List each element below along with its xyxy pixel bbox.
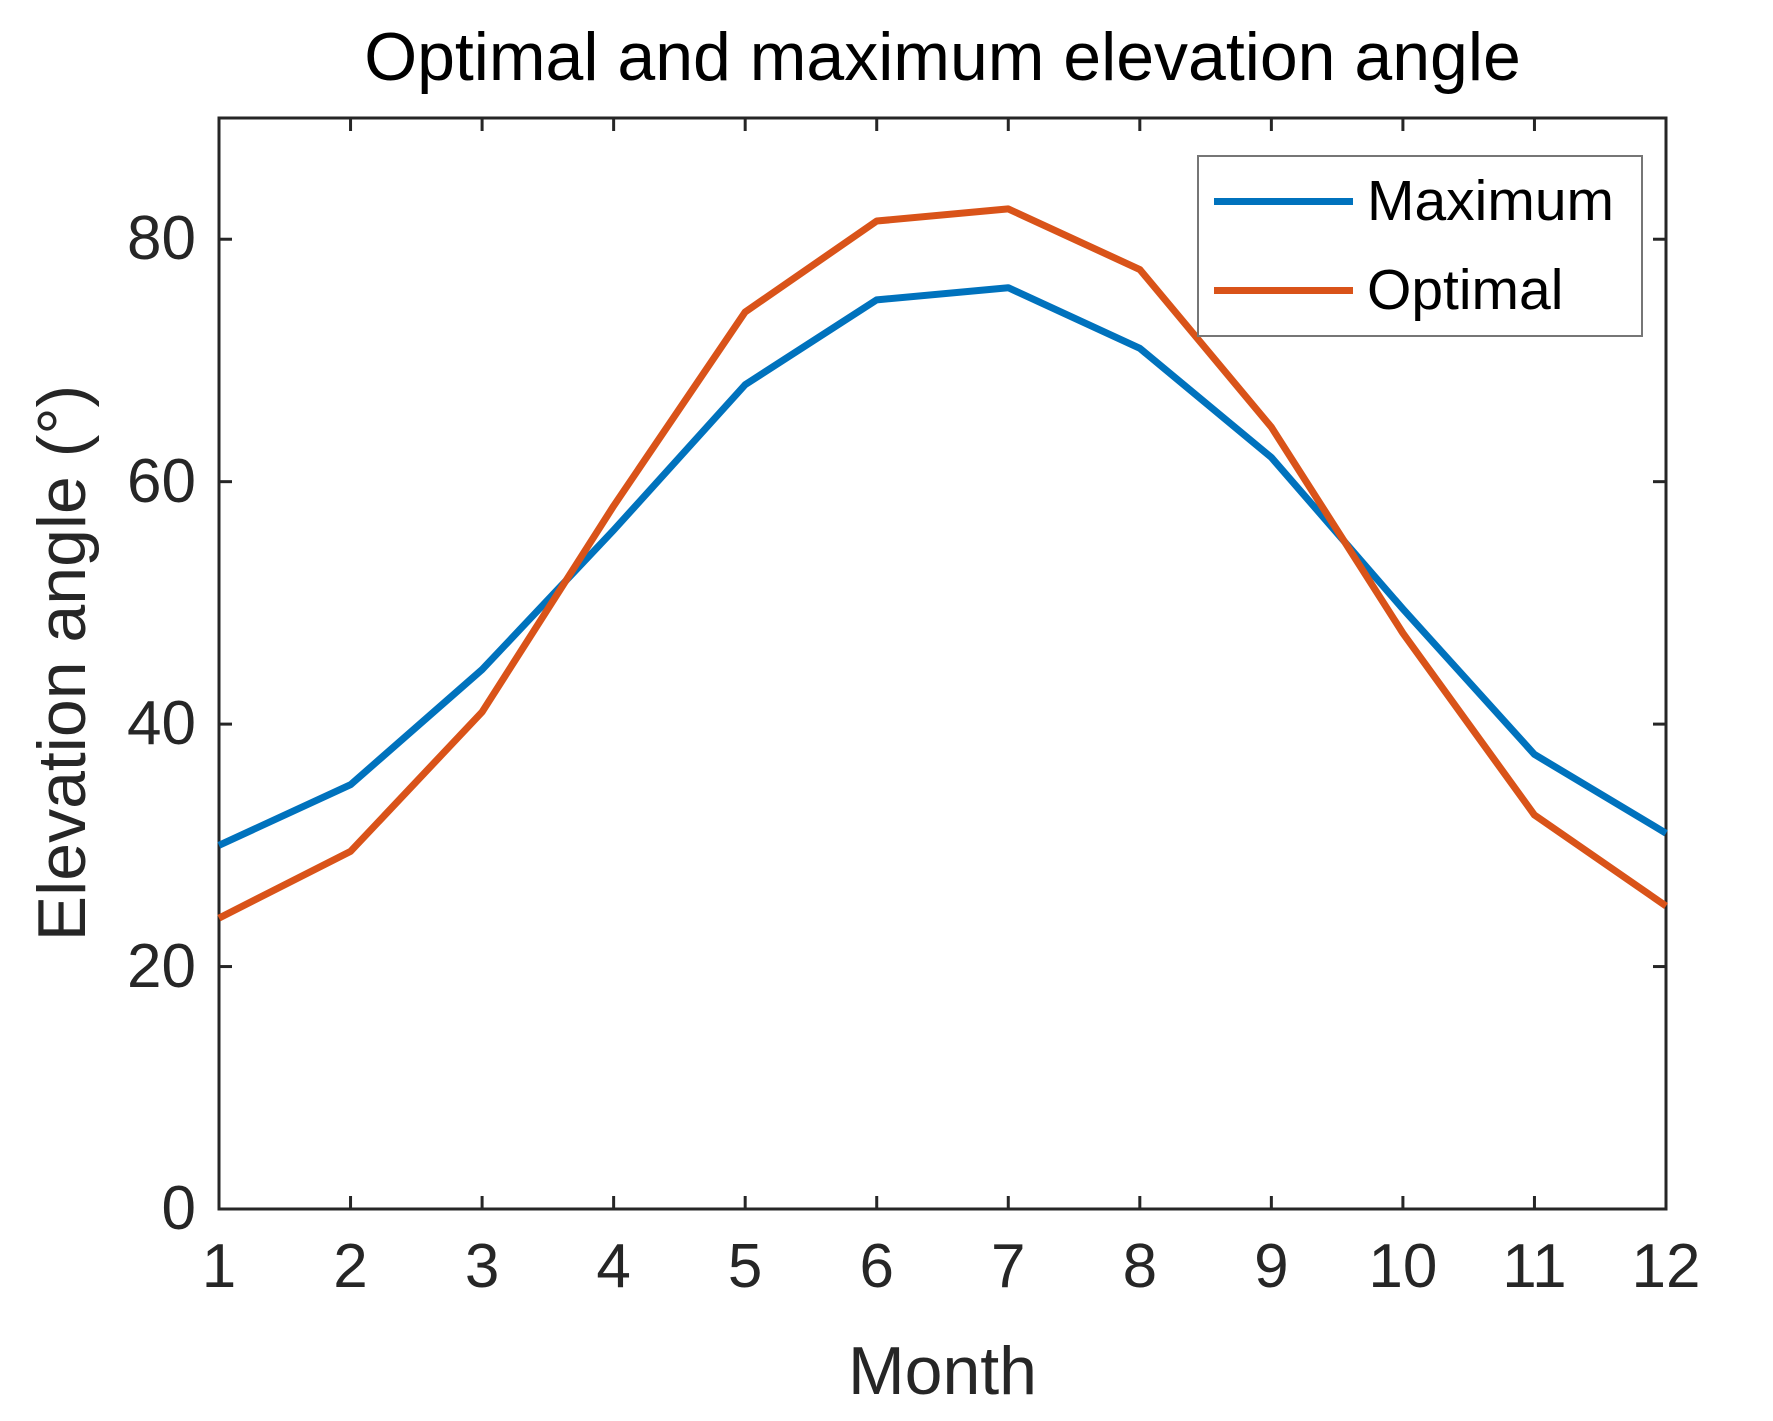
x-tick-label: 3 [464, 1232, 500, 1301]
optimal-line-swatch [1214, 287, 1353, 294]
maximum-line [217, 284, 1668, 849]
legend: Maximum Optimal [1197, 155, 1643, 337]
x-tick-label: 11 [1502, 1232, 1567, 1301]
x-tick-label: 2 [333, 1232, 368, 1301]
y-tick-label: 40 [127, 689, 196, 759]
y-tick-label: 80 [127, 204, 196, 274]
x-tick-label: 8 [1122, 1232, 1158, 1301]
x-tick-label: 6 [859, 1232, 894, 1301]
x-tick-label: 1 [201, 1232, 237, 1301]
optimal-line [217, 205, 1668, 922]
legend-entry-maximum: Maximum [1199, 157, 1641, 246]
x-tick-label: 5 [727, 1232, 763, 1301]
y-tick-label: 60 [127, 446, 196, 516]
legend-label-maximum: Maximum [1367, 169, 1615, 233]
x-axis-label: Month [848, 1333, 1037, 1409]
legend-entry-optimal: Optimal [1199, 246, 1641, 335]
maximum-line-swatch [1214, 198, 1353, 205]
x-tick-label: 7 [991, 1232, 1026, 1301]
chart-title: Optimal and maximum elevation angle [364, 19, 1521, 95]
x-tick-label: 4 [596, 1232, 631, 1301]
y-tick-label: 20 [127, 931, 196, 1001]
x-tick-label: 9 [1254, 1232, 1289, 1301]
y-tick-label: 0 [161, 1174, 196, 1243]
axes-box [217, 116, 1668, 1211]
x-tick-label: 10 [1368, 1232, 1438, 1301]
x-tick-label: 12 [1631, 1232, 1701, 1301]
legend-label-optimal: Optimal [1367, 258, 1564, 322]
